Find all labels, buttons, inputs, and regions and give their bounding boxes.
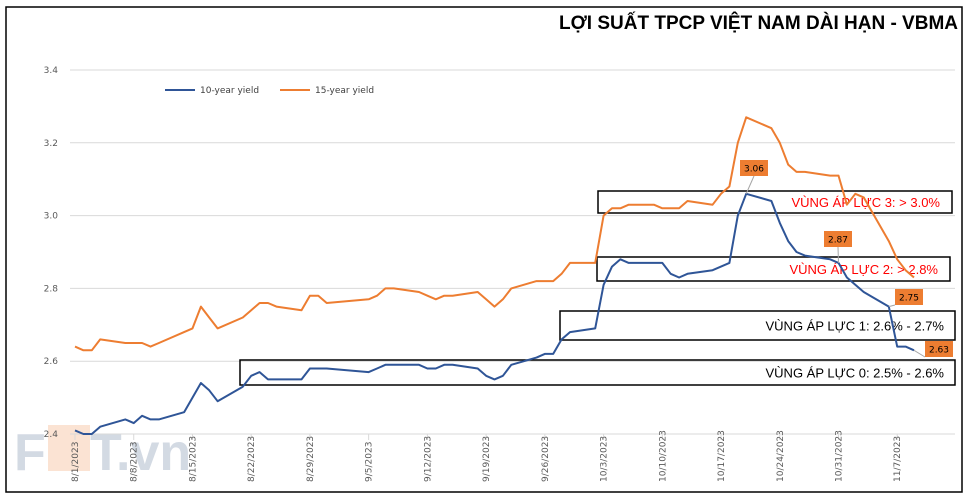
data-label-box	[895, 289, 923, 305]
pressure-zone-label: VÙNG ÁP LỰC 0: 2.5% - 2.6%	[766, 366, 945, 381]
x-tick-label: 8/29/2023	[306, 436, 316, 482]
legend-label: 15-year yield	[315, 86, 374, 96]
y-tick-label: 3.2	[44, 139, 58, 149]
x-tick-label: 9/5/2023	[365, 442, 375, 482]
legend-label: 10-year yield	[200, 86, 259, 96]
pressure-zone-box	[596, 256, 951, 282]
y-tick-label: 2.8	[44, 284, 59, 294]
chart-title: LỢI SUẤT TPCP VIỆT NAM DÀI HẠN - VBMA	[559, 12, 958, 34]
data-label: 2.87	[828, 236, 848, 246]
x-tick-label: 10/10/2023	[658, 430, 668, 482]
x-tick-label: 11/7/2023	[893, 436, 903, 482]
fidt-logo-watermark: FI T.vn	[14, 424, 191, 482]
data-label-leader	[888, 304, 896, 308]
x-tick-label: 8/1/2023	[71, 442, 81, 482]
x-tick-label: 8/15/2023	[188, 436, 198, 482]
data-label-leader	[913, 349, 926, 358]
y-tick-label: 3.0	[44, 212, 59, 222]
x-tick-label: 9/26/2023	[541, 436, 551, 482]
x-tick-label: 9/19/2023	[482, 436, 492, 482]
data-label-box	[740, 160, 768, 176]
x-tick-label: 8/22/2023	[247, 436, 257, 482]
pressure-zone-label: VÙNG ÁP LỰC 2: > 2.8%	[789, 262, 938, 277]
pressure-zone-box	[239, 359, 956, 386]
x-tick-label: 10/31/2023	[834, 430, 844, 482]
x-tick-label: 10/3/2023	[600, 436, 610, 482]
x-tick-label: 9/12/2023	[423, 436, 433, 482]
x-tick-label: 10/24/2023	[776, 430, 786, 482]
pressure-zone-box	[559, 310, 956, 341]
x-tick-label: 8/8/2023	[130, 442, 140, 482]
data-label-box	[925, 341, 953, 357]
chart-frame	[5, 6, 963, 493]
series-10-year-line	[74, 192, 915, 435]
y-tick-label: 2.4	[44, 430, 59, 440]
series-15-year-line	[74, 116, 915, 352]
data-label-box	[824, 231, 852, 247]
data-label: 3.06	[744, 165, 764, 175]
x-tick-label: 10/17/2023	[717, 430, 727, 482]
svg-text:T.vn: T.vn	[90, 424, 191, 482]
data-label: 2.63	[929, 346, 949, 356]
data-label-leader	[745, 175, 755, 194]
svg-text:FI: FI	[14, 424, 60, 482]
y-tick-label: 3.4	[44, 66, 59, 76]
pressure-zone-label: VÙNG ÁP LỰC 1: 2.6% - 2.7%	[766, 319, 945, 334]
y-tick-label: 2.6	[44, 357, 59, 367]
data-label: 2.75	[899, 294, 919, 304]
